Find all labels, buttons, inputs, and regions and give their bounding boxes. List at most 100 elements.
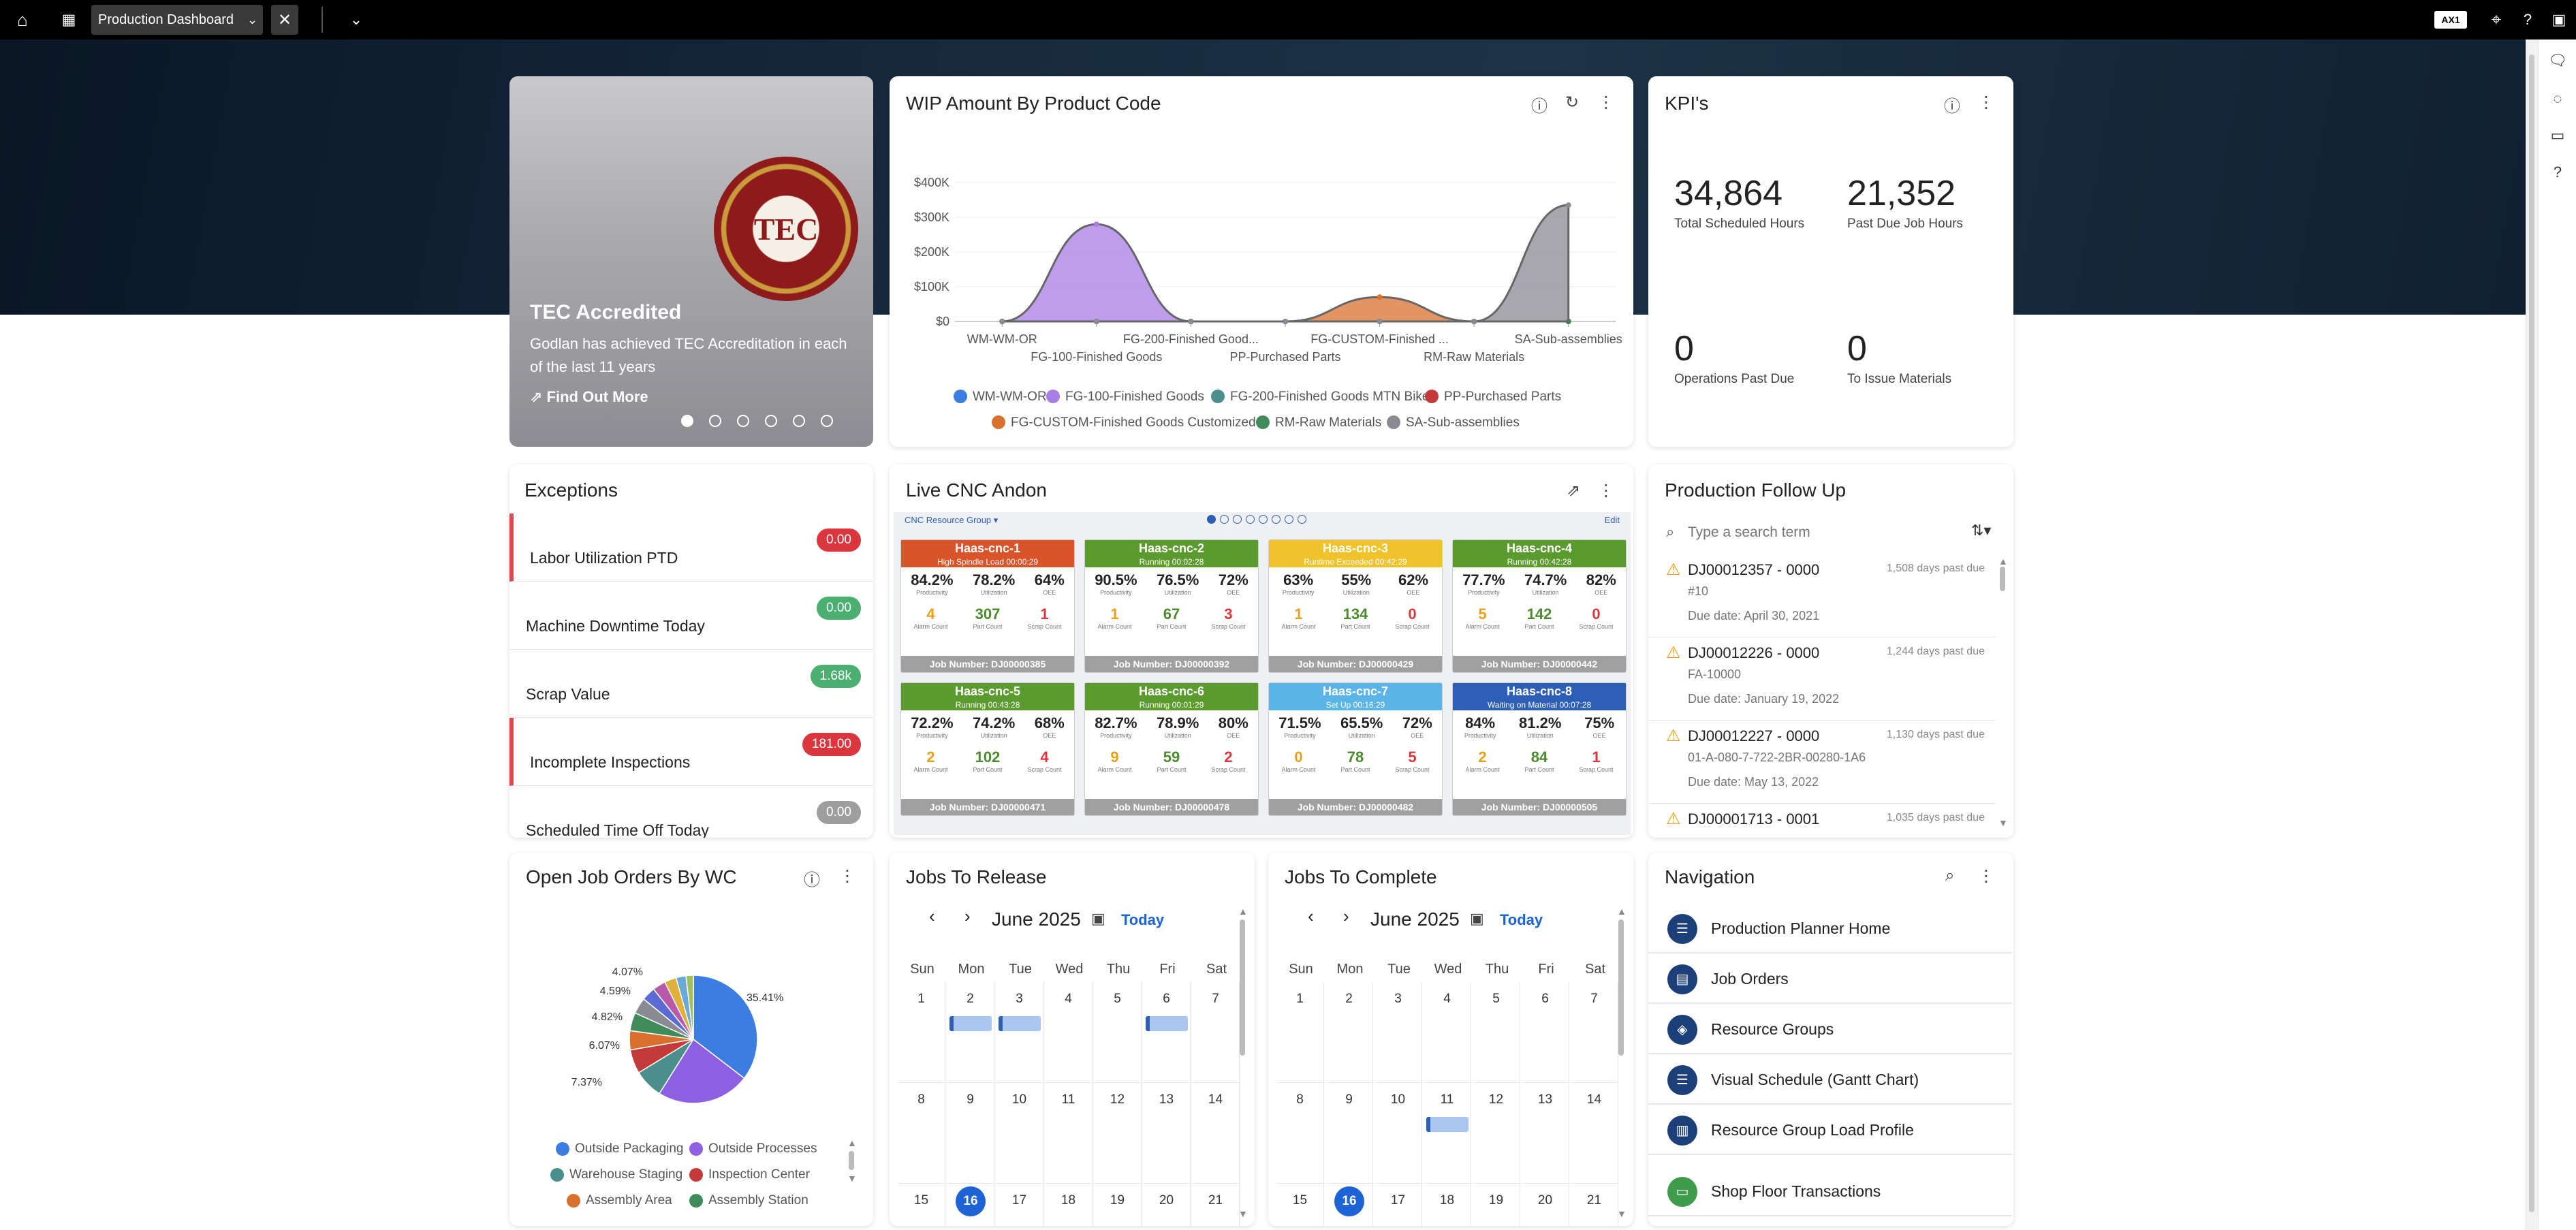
- cnc-machine-tile[interactable]: Haas-cnc-3 Runtime Exceeded 00:42:29 63% Pr…: [1268, 539, 1443, 673]
- home-icon[interactable]: ⌂: [17, 9, 28, 30]
- calendar-day[interactable]: 19: [1473, 1184, 1520, 1226]
- search-input[interactable]: [1688, 522, 1960, 543]
- more-menu-icon[interactable]: ⋮: [1978, 93, 1994, 112]
- carousel-dot[interactable]: [709, 415, 721, 427]
- more-menu-icon[interactable]: ⋮: [1598, 93, 1614, 112]
- app-grid-icon[interactable]: ▦: [61, 11, 76, 28]
- nav-item[interactable]: ☰ Production Planner Home: [1648, 903, 2012, 953]
- calendar-icon[interactable]: ▣: [1470, 910, 1484, 927]
- help-circle-icon[interactable]: ?: [2553, 163, 2562, 180]
- scrollbar-thumb[interactable]: [2529, 54, 2534, 1212]
- cnc-machine-tile[interactable]: Haas-cnc-2 Running 00:02:28 90.5% Productiv…: [1084, 539, 1259, 673]
- exception-row[interactable]: Scheduled Time Off Today 0.00: [509, 786, 873, 838]
- legend-item[interactable]: Outside Packaging: [556, 1141, 684, 1156]
- calendar-day[interactable]: 7: [1571, 982, 1618, 1083]
- info-icon[interactable]: ⓘ: [1531, 97, 1548, 116]
- chevron-down-icon[interactable]: ⌄: [349, 11, 363, 28]
- nav-item[interactable]: ▤ Job Orders: [1648, 953, 2012, 1004]
- calendar-day[interactable]: 10: [1375, 1083, 1422, 1184]
- cnc-machine-tile[interactable]: Haas-cnc-1 High Spindle Load 00:00:29 84.2…: [900, 539, 1075, 673]
- promo-carousel[interactable]: TEC TEC Accredited Godlan has achieved T…: [509, 76, 873, 447]
- cnc-page-dot[interactable]: [1207, 515, 1216, 524]
- cnc-machine-tile[interactable]: Haas-cnc-7 Set Up 00:16:29 71.5% Productivi…: [1268, 682, 1443, 816]
- calendar-day[interactable]: 6: [1143, 982, 1191, 1083]
- calendar-day[interactable]: 18: [1424, 1184, 1471, 1226]
- search-field[interactable]: ⌕: [1663, 520, 1963, 546]
- tab-production-dashboard[interactable]: Production Dashboard ⌄: [91, 5, 263, 35]
- calendar-icon[interactable]: ▣: [1091, 910, 1105, 927]
- calendar-day[interactable]: 3: [1375, 982, 1422, 1083]
- nav-item[interactable]: ▭ Shop Floor Transactions: [1648, 1166, 2012, 1216]
- exception-row[interactable]: Machine Downtime Today 0.00: [509, 582, 873, 650]
- inbox-icon[interactable]: ▭: [2550, 127, 2565, 144]
- chevron-down-icon[interactable]: ⌄: [247, 12, 258, 27]
- cnc-page-dot[interactable]: [1298, 515, 1306, 524]
- calendar-scrollbar[interactable]: ▲ ▼: [1238, 906, 1248, 1219]
- carousel-dot[interactable]: [737, 415, 749, 427]
- find-out-more-link[interactable]: ⇗ Find Out More: [530, 388, 648, 405]
- job-bar[interactable]: [949, 1016, 992, 1031]
- more-menu-icon[interactable]: ⋮: [1978, 867, 1994, 885]
- follow-up-job-item[interactable]: ⚠ DJ00012227 - 0000 1,130 days past due 01-…: [1648, 721, 1996, 804]
- calendar-day[interactable]: 13: [1143, 1083, 1191, 1184]
- chevron-right-icon[interactable]: ›: [1343, 906, 1349, 926]
- calendar-day[interactable]: 17: [1375, 1184, 1422, 1226]
- calendar-day[interactable]: 20: [1522, 1184, 1569, 1226]
- carousel-dot[interactable]: [821, 415, 833, 427]
- calendar-day[interactable]: 2: [947, 982, 994, 1083]
- bookmark-icon[interactable]: ⌖: [2491, 9, 2502, 29]
- calendar-day[interactable]: 5: [1473, 982, 1520, 1083]
- calendar-day[interactable]: 1: [1276, 982, 1324, 1083]
- nav-item[interactable]: ☰ Visual Schedule (Gantt Chart): [1648, 1054, 2012, 1105]
- cnc-page-dot[interactable]: [1259, 515, 1268, 524]
- search-icon[interactable]: ⌕: [1945, 866, 1955, 885]
- exception-row[interactable]: Scrap Value 1.68k: [509, 650, 873, 718]
- calendar-day[interactable]: 4: [1045, 982, 1093, 1083]
- job-bar[interactable]: [1426, 1117, 1468, 1132]
- cnc-machine-tile[interactable]: Haas-cnc-8 Waiting on Material 00:07:28 84…: [1452, 682, 1627, 816]
- chevron-left-icon[interactable]: ‹: [929, 906, 935, 926]
- tenant-badge[interactable]: AX1: [2434, 11, 2467, 29]
- follow-up-job-item[interactable]: ⚠ DJ00012357 - 0000 1,508 days past due #10…: [1648, 554, 1996, 637]
- legend-item[interactable]: Assembly Station: [689, 1193, 808, 1208]
- resource-group-select[interactable]: CNC Resource Group ▾: [905, 515, 999, 525]
- calendar-day[interactable]: 12: [1473, 1083, 1520, 1184]
- chevron-right-icon[interactable]: ›: [964, 906, 971, 926]
- edit-link[interactable]: Edit: [1604, 515, 1620, 525]
- calendar-scrollbar[interactable]: ▲ ▼: [1617, 906, 1627, 1219]
- follow-up-job-item[interactable]: ⚠ DJ00012226 - 0000 1,244 days past due FA-…: [1648, 637, 1996, 721]
- more-menu-icon[interactable]: ⋮: [839, 867, 855, 885]
- list-scrollbar[interactable]: ▲ ▼: [1998, 556, 2008, 828]
- exception-row[interactable]: Incomplete Inspections 181.00: [509, 718, 873, 786]
- more-menu-icon[interactable]: ⋮: [1598, 482, 1614, 500]
- follow-up-job-item[interactable]: ⚠ DJ00001713 - 0001 1,035 days past due: [1648, 804, 1996, 838]
- carousel-dot[interactable]: [681, 415, 693, 427]
- calendar-day[interactable]: 21: [1571, 1184, 1618, 1226]
- calendar-day[interactable]: 17: [996, 1184, 1043, 1226]
- calendar-day[interactable]: 5: [1094, 982, 1142, 1083]
- calendar-day[interactable]: 15: [898, 1184, 945, 1226]
- calendar-day[interactable]: 4: [1424, 982, 1471, 1083]
- carousel-dot[interactable]: [765, 415, 777, 427]
- cnc-page-dot[interactable]: [1285, 515, 1293, 524]
- job-bar[interactable]: [999, 1016, 1041, 1031]
- legend-item[interactable]: Warehouse Staging: [550, 1167, 682, 1182]
- nav-item[interactable]: ▥ Resource Group Load Profile: [1648, 1105, 2012, 1155]
- refresh-icon[interactable]: ↻: [1565, 93, 1580, 112]
- cnc-page-dot[interactable]: [1233, 515, 1242, 524]
- chevron-left-icon[interactable]: ‹: [1308, 906, 1314, 926]
- cnc-page-dot[interactable]: [1246, 515, 1255, 524]
- calendar-day[interactable]: 8: [898, 1083, 945, 1184]
- info-icon[interactable]: ⓘ: [804, 871, 820, 889]
- legend-item[interactable]: Assembly Area: [567, 1193, 672, 1208]
- calendar-day[interactable]: 2: [1325, 982, 1373, 1083]
- today-marker[interactable]: 16: [1334, 1186, 1364, 1216]
- cnc-machine-tile[interactable]: Haas-cnc-6 Running 00:01:29 82.7% Productiv…: [1084, 682, 1259, 816]
- cnc-machine-tile[interactable]: Haas-cnc-4 Running 00:42:28 77.7% Productiv…: [1452, 539, 1627, 673]
- calendar-day[interactable]: 8: [1276, 1083, 1324, 1184]
- exception-row[interactable]: Labor Utilization PTD 0.00: [509, 514, 873, 582]
- calendar-day[interactable]: 1: [898, 982, 945, 1083]
- cnc-page-dot[interactable]: [1220, 515, 1229, 524]
- nav-item[interactable]: ◈ Resource Groups: [1648, 1004, 2012, 1054]
- info-icon[interactable]: ⓘ: [1944, 97, 1960, 116]
